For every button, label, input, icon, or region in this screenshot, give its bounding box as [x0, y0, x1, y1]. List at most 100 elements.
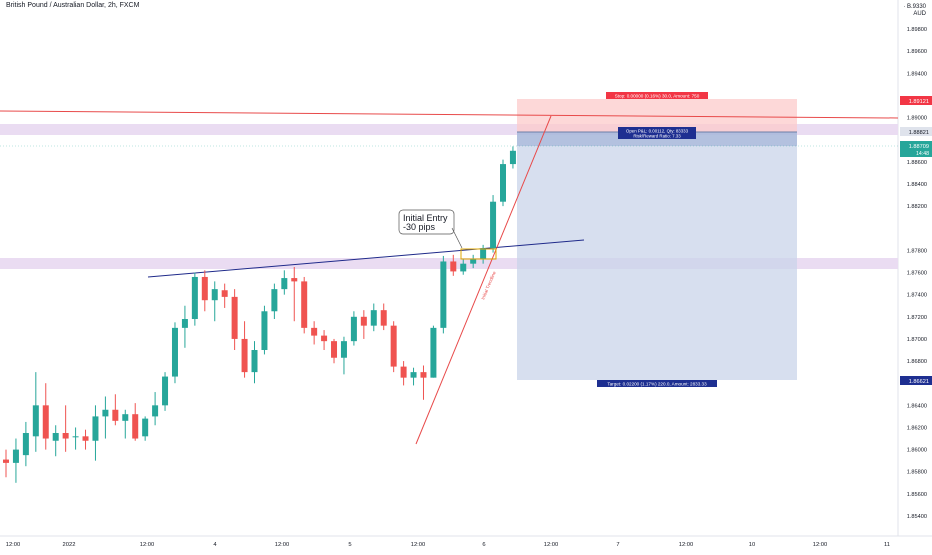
candle-body[interactable] [410, 372, 417, 378]
target-zone[interactable] [517, 132, 797, 380]
candle-body[interactable] [72, 436, 79, 438]
candle-body[interactable] [360, 316, 367, 326]
candle-series[interactable] [3, 146, 516, 483]
candle-body[interactable] [62, 433, 69, 439]
last-price-tag-bg [900, 141, 932, 157]
candle-body[interactable] [132, 414, 139, 439]
candle-body[interactable] [331, 341, 338, 358]
time-tick-label: 12:00 [411, 542, 426, 548]
candle-body[interactable] [261, 311, 268, 350]
candle-body[interactable] [22, 433, 29, 456]
price-tick-label: 1.87400 [907, 293, 927, 299]
price-tick-label: 1.89400 [907, 71, 927, 77]
candle-body[interactable] [152, 405, 159, 417]
candle-body[interactable] [162, 376, 169, 406]
candle-body[interactable] [3, 459, 9, 463]
stop-price-value: 1.89121 [909, 99, 929, 105]
price-tick-label: 1.86400 [907, 403, 927, 409]
resistance-line[interactable] [0, 110, 899, 119]
candle-body[interactable] [211, 289, 218, 301]
candle-body[interactable] [142, 418, 149, 437]
candle-body[interactable] [400, 366, 407, 378]
open-label-bg [618, 127, 696, 139]
candle-body[interactable] [82, 436, 89, 441]
time-tick-label: 12:00 [6, 542, 21, 548]
candle-body[interactable] [12, 449, 19, 463]
target-label-text: Target: 0.02200 (1.17%) 220.0, Amount: 2… [607, 382, 707, 387]
callout-pointer [451, 227, 463, 249]
trendline-blue[interactable] [147, 239, 585, 278]
candle-body[interactable] [241, 338, 248, 373]
price-tick-label: 1.88400 [907, 182, 927, 188]
price-tick-label: 1.85400 [907, 514, 927, 520]
candle-body[interactable] [509, 150, 516, 165]
trendline-red[interactable] [415, 115, 552, 445]
candle-body[interactable] [340, 341, 347, 358]
candle-body[interactable] [181, 319, 188, 328]
last-price-countdown: 14:48 [916, 151, 929, 157]
price-tick-label: 1.89600 [907, 49, 927, 55]
currency-code: AUD [913, 11, 926, 17]
candle-body[interactable] [32, 405, 39, 437]
candle-body[interactable] [191, 276, 198, 320]
price-tick-label: 1.87000 [907, 337, 927, 343]
candle-body[interactable] [450, 261, 457, 272]
candle-body[interactable] [311, 327, 318, 336]
candle-body[interactable] [42, 405, 49, 439]
candle-body[interactable] [251, 350, 258, 373]
candle-body[interactable] [390, 325, 397, 367]
callout-box [398, 209, 455, 235]
candle-body[interactable] [370, 310, 377, 326]
price-tick-label: 1.87600 [907, 271, 927, 277]
candle-body[interactable] [380, 310, 387, 326]
time-tick-label: 10 [749, 542, 755, 548]
symbol-title[interactable]: British Pound / Australian Dollar, 2h, F… [6, 2, 140, 9]
candle-body[interactable] [171, 327, 178, 377]
time-tick-label: 2022 [63, 542, 76, 548]
time-axis[interactable]: 12:00 2022 12:00 4 12:00 5 12:00 6 12:00 7 12:00 10… [6, 542, 890, 548]
target-label-bg [597, 380, 717, 387]
entry-callout[interactable]: Initial Entry -30 pips [398, 209, 463, 249]
time-tick-label: 12:00 [813, 542, 828, 548]
candle-body[interactable] [52, 433, 59, 441]
candle-body[interactable] [112, 409, 119, 421]
candle-body[interactable] [221, 290, 228, 297]
resistance-band-upper[interactable] [0, 124, 898, 135]
open-label[interactable]: Open P&L: 0.00112, Qty: 83333 Risk/Rewar… [618, 127, 696, 139]
target-label[interactable]: Target: 0.02200 (1.17%) 220.0, Amount: 2… [597, 380, 717, 387]
candle-body[interactable] [231, 296, 238, 339]
candle-body[interactable] [271, 289, 278, 312]
candle-body[interactable] [350, 316, 357, 342]
candle-body[interactable] [500, 164, 506, 202]
target-price-value: 1.86621 [909, 379, 929, 385]
candle-body[interactable] [92, 416, 99, 441]
candle-body[interactable] [321, 335, 328, 342]
price-tick-label: 1.87200 [907, 315, 927, 321]
time-tick-label: 12:00 [140, 542, 155, 548]
candle-body[interactable] [102, 409, 109, 417]
resistance-band-lower[interactable] [0, 258, 898, 269]
time-tick-label: 5 [348, 542, 351, 548]
candle-body[interactable] [301, 281, 308, 328]
target-price-tag: 1.86621 [900, 376, 932, 385]
time-tick-label: 12:00 [679, 542, 694, 548]
candle-body[interactable] [281, 278, 288, 290]
stop-label[interactable]: Stop: 0.00000 (0.16%) 30.0, Amount: 750 [606, 92, 708, 99]
entry-box[interactable] [460, 248, 497, 260]
candle-body[interactable] [440, 261, 447, 328]
candle-body[interactable] [490, 201, 497, 249]
currency-label: · B.9330 AUD [903, 4, 926, 18]
candle-body[interactable] [470, 259, 477, 264]
candle-body[interactable] [291, 278, 298, 282]
price-axis[interactable]: 1.89800 1.89600 1.89400 1.89000 1.88600 1.884… [907, 27, 927, 520]
candle-body[interactable] [201, 276, 208, 301]
entry-price-tag-bg [900, 127, 932, 136]
candle-body[interactable] [460, 263, 467, 272]
candle-body[interactable] [420, 372, 427, 378]
candle-body[interactable] [122, 414, 129, 421]
candle-body[interactable] [430, 327, 437, 378]
price-tick-label: 1.88200 [907, 204, 927, 210]
candle-body[interactable] [480, 248, 487, 260]
